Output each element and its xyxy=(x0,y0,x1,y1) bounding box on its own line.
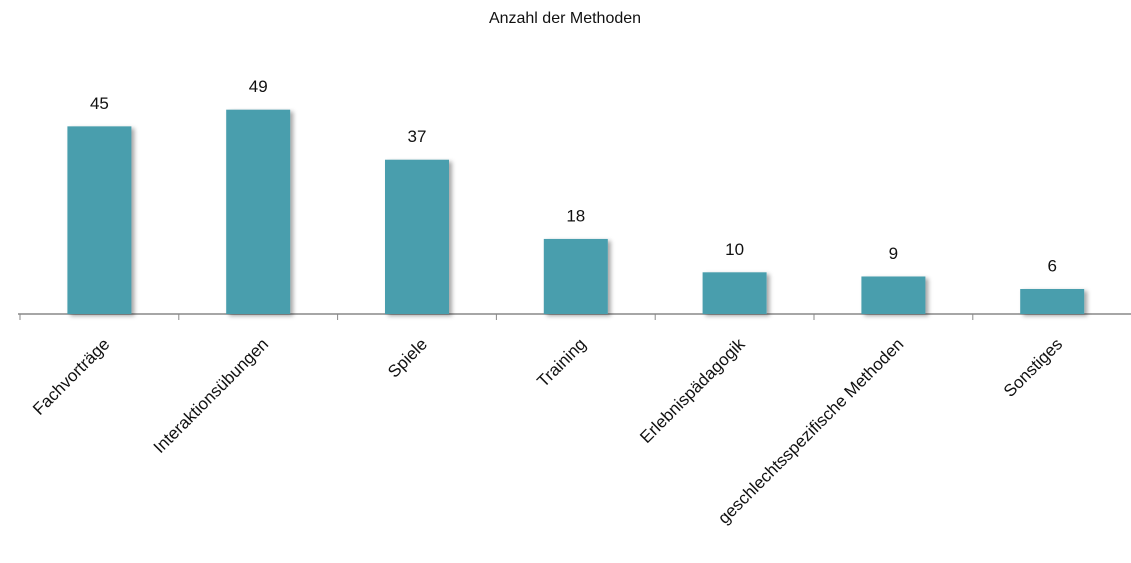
data-label: 10 xyxy=(725,240,744,259)
data-label: 6 xyxy=(1047,256,1056,275)
chart-title: Anzahl der Methoden xyxy=(489,10,641,27)
x-tick-label: Erlebnispädagogik xyxy=(636,334,749,447)
bar xyxy=(861,276,926,314)
bar xyxy=(385,159,449,314)
x-tick-label: Interaktionsübungen xyxy=(150,335,272,457)
bar xyxy=(226,109,291,314)
data-label: 9 xyxy=(889,244,898,263)
data-label: 45 xyxy=(90,94,109,113)
x-tick-label: Spiele xyxy=(384,335,431,382)
x-tick-label: Training xyxy=(533,335,589,391)
x-tick-label: Sonstiges xyxy=(1000,335,1066,401)
x-tick-label: geschlechtsspezifische Methoden xyxy=(714,335,907,528)
x-tick-label: Fachvorträge xyxy=(29,335,113,419)
bar xyxy=(1020,288,1085,314)
data-label: 37 xyxy=(408,127,427,146)
bar xyxy=(702,272,767,314)
data-label: 49 xyxy=(249,77,268,96)
bar xyxy=(67,126,132,314)
bar xyxy=(543,238,608,314)
data-label: 18 xyxy=(566,206,585,225)
